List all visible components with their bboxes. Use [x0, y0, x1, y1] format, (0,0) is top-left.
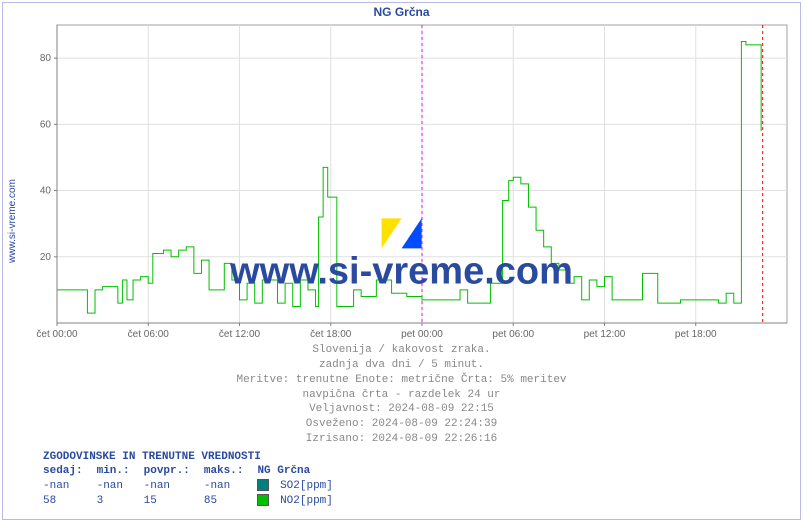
cell-povpr: 15: [144, 494, 204, 509]
cell-sedaj: 58: [43, 494, 97, 509]
chart-title: NG Grčna: [3, 3, 800, 19]
footer-line: Slovenija / kakovost zraka.: [3, 343, 800, 358]
col-maks: maks.:: [204, 464, 258, 479]
vertical-site-label: www.si-vreme.com: [7, 133, 21, 273]
table-row: 58 3 15 85 NO2[ppm]: [43, 494, 347, 509]
cell-sedaj: -nan: [43, 479, 97, 494]
footer-line: zadnja dva dni / 5 minut.: [3, 358, 800, 373]
cell-maks: -nan: [204, 479, 258, 494]
svg-text:40: 40: [40, 186, 52, 197]
legend-swatch-icon: [257, 479, 269, 491]
svg-text:pet 12:00: pet 12:00: [584, 329, 626, 340]
stats-col-row: sedaj: min.: povpr.: maks.: NG Grčna: [43, 464, 347, 479]
svg-text:čet 00:00: čet 00:00: [36, 329, 78, 340]
footer-line: Veljavnost: 2024-08-09 22:15: [3, 402, 800, 417]
col-station: NG Grčna: [257, 464, 346, 479]
footer-line: navpična črta - razdelek 24 ur: [3, 388, 800, 403]
svg-text:20: 20: [40, 252, 52, 263]
svg-text:80: 80: [40, 53, 52, 64]
svg-text:pet 18:00: pet 18:00: [675, 329, 717, 340]
stats-table: ZGODOVINSKE IN TRENUTNE VREDNOSTI sedaj:…: [43, 450, 347, 509]
legend-label: SO2[ppm]: [280, 480, 333, 492]
footer-line: Izrisano: 2024-08-09 22:26:16: [3, 432, 800, 447]
col-sedaj: sedaj:: [43, 464, 97, 479]
svg-text:čet 06:00: čet 06:00: [128, 329, 170, 340]
chart-plot: 20406080čet 00:00čet 06:00čet 12:00čet 1…: [23, 23, 795, 323]
table-row: -nan -nan -nan -nan SO2[ppm]: [43, 479, 347, 494]
legend-swatch-icon: [257, 494, 269, 506]
outer-frame: NG Grčna www.si-vreme.com 20 40 60 80 čet 00…: [2, 2, 801, 520]
col-min: min.:: [97, 464, 144, 479]
cell-povpr: -nan: [144, 479, 204, 494]
svg-text:pet 00:00: pet 00:00: [401, 329, 443, 340]
cell-min: -nan: [97, 479, 144, 494]
svg-text:60: 60: [40, 119, 52, 130]
svg-text:čet 12:00: čet 12:00: [219, 329, 261, 340]
svg-text:čet 18:00: čet 18:00: [310, 329, 352, 340]
footer-line: Osveženo: 2024-08-09 22:24:39: [3, 417, 800, 432]
cell-legend: SO2[ppm]: [257, 479, 346, 494]
chart-svg: 20 40 60 80 čet 00:00 čet 06:00 čet 12:00 čet 1…: [23, 23, 795, 341]
col-povpr: povpr.:: [144, 464, 204, 479]
legend-label: NO2[ppm]: [280, 495, 333, 507]
cell-min: 3: [97, 494, 144, 509]
footer-line: Meritve: trenutne Enote: metrične Črta: …: [3, 373, 800, 388]
cell-legend: NO2[ppm]: [257, 494, 346, 509]
stats-header: ZGODOVINSKE IN TRENUTNE VREDNOSTI: [43, 450, 347, 465]
svg-text:pet 06:00: pet 06:00: [492, 329, 534, 340]
chart-footer: Slovenija / kakovost zraka. zadnja dva d…: [3, 343, 800, 447]
stats-grid: sedaj: min.: povpr.: maks.: NG Grčna -na…: [43, 464, 347, 509]
cell-maks: 85: [204, 494, 258, 509]
